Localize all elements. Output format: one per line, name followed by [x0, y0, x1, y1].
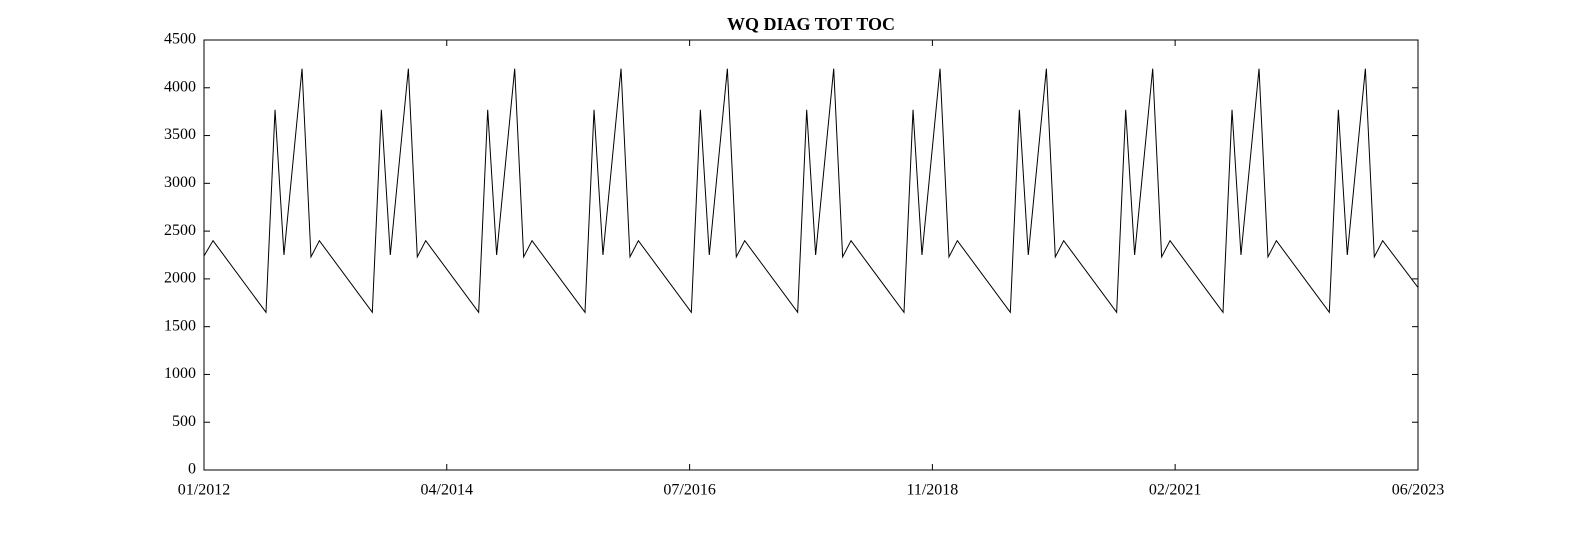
x-tick-label: 07/2016 — [663, 482, 715, 499]
y-tick-label: 1500 — [164, 317, 196, 334]
y-tick-label: 3500 — [164, 126, 196, 143]
x-tick-label: 02/2021 — [1149, 482, 1201, 499]
y-tick-label: 2500 — [164, 222, 196, 239]
y-tick-label: 1000 — [164, 365, 196, 382]
x-tick-label: 11/2018 — [906, 482, 958, 499]
y-tick-label: 3000 — [164, 174, 196, 191]
x-tick-label: 01/2012 — [178, 482, 230, 499]
plot-frame — [203, 39, 1419, 471]
y-tick-label: 4000 — [164, 78, 196, 95]
y-tick-label: 2000 — [164, 270, 196, 287]
data-line — [203, 68, 1419, 314]
y-tick-label: 4500 — [164, 31, 196, 48]
x-tick-label: 06/2023 — [1392, 482, 1444, 499]
chart-title: WQ DIAG TOT TOC — [727, 14, 895, 34]
y-tick-label: 500 — [172, 413, 196, 430]
y-tick-label: 0 — [188, 461, 196, 478]
x-tick-label: 04/2014 — [421, 482, 473, 499]
